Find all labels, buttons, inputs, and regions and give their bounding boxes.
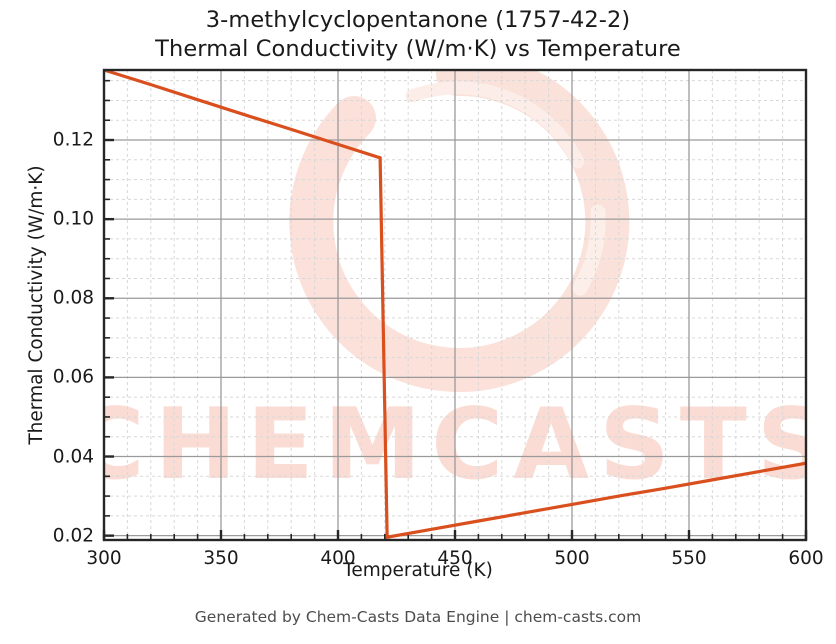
- y-tick-label: 0.08: [52, 287, 94, 309]
- x-tick-label: 500: [554, 548, 590, 569]
- y-tick-label: 0.06: [52, 366, 94, 388]
- y-tick-label: 0.02: [52, 525, 94, 547]
- data-line-thermal-conductivity: [104, 70, 806, 540]
- x-tick-label: 300: [86, 548, 122, 569]
- figure-footer: Generated by Chem-Casts Data Engine | ch…: [194, 608, 642, 626]
- x-tick-label: 400: [320, 548, 356, 569]
- y-axis-label: Thermal Conductivity (W/m·K): [26, 165, 47, 445]
- x-axis-label: Temperature (K): [343, 560, 493, 581]
- x-tick-label: 350: [203, 548, 239, 569]
- data-series-group: [104, 70, 806, 540]
- x-tick-label: 550: [671, 548, 707, 569]
- y-tick-label: 0.04: [52, 446, 94, 468]
- chart-title-line-2: Thermal Conductivity (W/m·K) vs Temperat…: [155, 36, 681, 62]
- chart-title-line-1: 3-methylcyclopentanone (1757-42-2): [205, 7, 631, 33]
- plot-border: [102, 68, 808, 542]
- x-tick-label: 450: [437, 548, 473, 569]
- y-tick-label: 0.10: [52, 208, 94, 230]
- chart-title: 3-methylcyclopentanone (1757-42-2) Therm…: [0, 6, 836, 64]
- x-tick-label: 600: [788, 548, 824, 569]
- watermark-text: CHEMCASTS: [73, 388, 836, 502]
- y-tick-label: 0.12: [52, 129, 94, 151]
